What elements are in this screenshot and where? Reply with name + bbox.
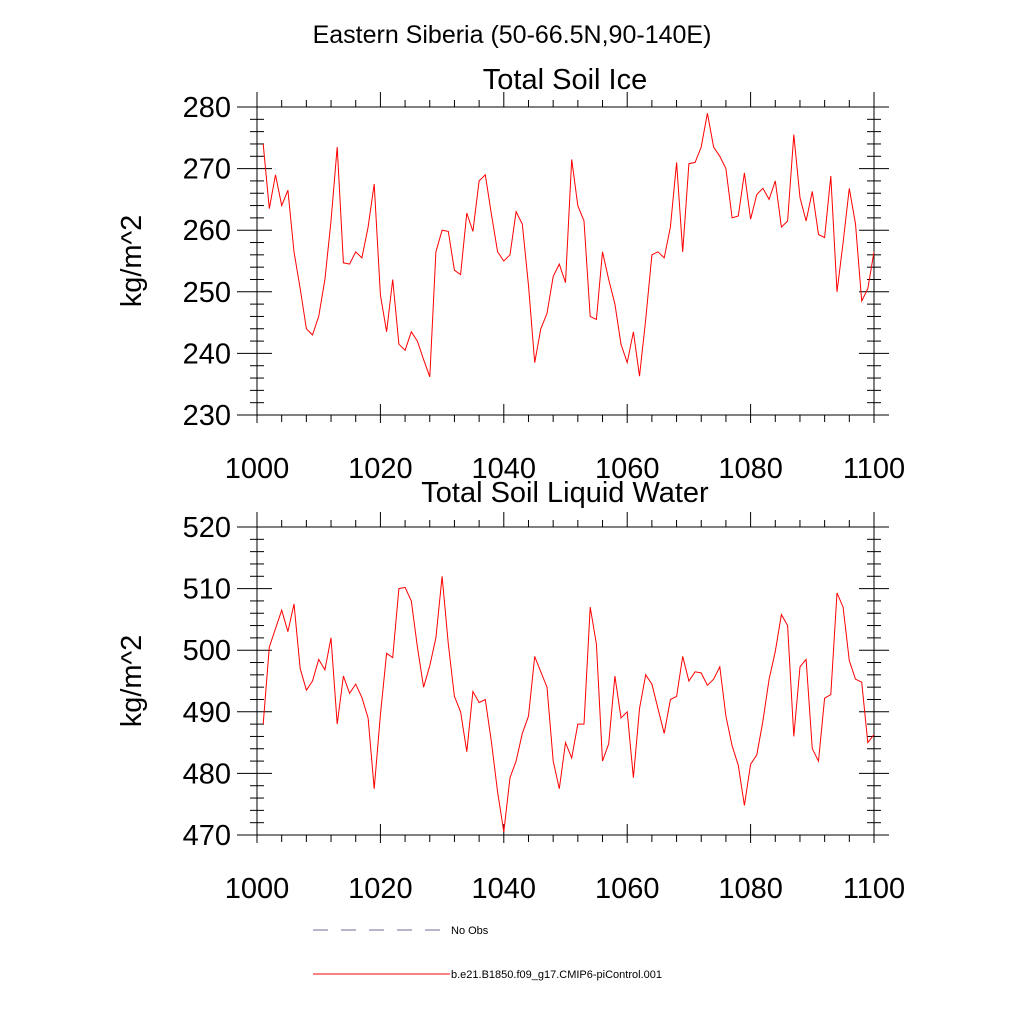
- legend-label-model: b.e21.B1850.f09_g17.CMIP6-piControl.001: [451, 969, 662, 981]
- y-axis-label: kg/m^2: [116, 215, 148, 308]
- figure-title: Eastern Siberia (50-66.5N,90-140E): [313, 21, 712, 49]
- x-tick-label: 1060: [595, 453, 660, 485]
- plot-frame: [256, 526, 875, 836]
- x-tick-label: 1100: [843, 873, 905, 905]
- x-tick-label: 1020: [348, 453, 413, 485]
- y-tick-label: 260: [183, 215, 231, 247]
- x-tick-label: 1060: [595, 873, 660, 905]
- x-tick-label: 1080: [718, 453, 783, 485]
- y-axis-label: kg/m^2: [116, 635, 148, 728]
- y-tick-label: 480: [183, 758, 231, 790]
- y-tick-label: 520: [183, 512, 231, 544]
- y-tick-label: 500: [183, 635, 231, 667]
- x-tick-label: 1040: [472, 873, 537, 905]
- series-line: [262, 576, 875, 832]
- y-tick-label: 270: [183, 154, 231, 186]
- plot-frame: [256, 106, 875, 416]
- y-tick-label: 280: [183, 92, 231, 124]
- x-tick-label: 1020: [348, 873, 413, 905]
- legend: No Obs b.e21.B1850.f09_g17.CMIP6-piContr…: [313, 925, 662, 981]
- x-tick-label: 1000: [225, 453, 290, 485]
- y-tick-label: 490: [183, 697, 231, 729]
- panel-title: Total Soil Ice: [483, 64, 647, 96]
- x-tick-label: 1040: [472, 453, 537, 485]
- x-tick-label: 1000: [225, 873, 290, 905]
- x-tick-label: 1100: [843, 453, 905, 485]
- legend-label-no-obs: No Obs: [451, 925, 489, 937]
- panel-title: Total Soil Liquid Water: [421, 477, 709, 509]
- series-line: [262, 113, 875, 377]
- y-tick-label: 240: [183, 338, 231, 370]
- y-tick-label: 230: [183, 400, 231, 432]
- y-tick-label: 510: [183, 574, 231, 606]
- x-tick-label: 1080: [718, 873, 783, 905]
- panel-total-soil-ice: Total Soil Ice kg/m^2 1000 1020 1040 1060 10…: [116, 64, 905, 485]
- y-tick-label: 470: [183, 820, 231, 852]
- y-tick-label: 250: [183, 277, 231, 309]
- panel-total-soil-liquid-water: Total Soil Liquid Water kg/m^2 1000 1020 1…: [116, 477, 905, 905]
